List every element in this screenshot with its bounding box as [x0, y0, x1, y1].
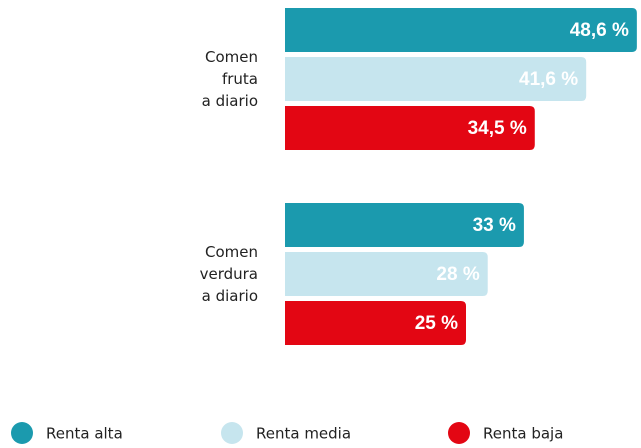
bar [285, 57, 587, 101]
value-label: 33 % [473, 215, 516, 236]
legend-label: Renta media [256, 425, 351, 443]
value-label: 48,6 % [570, 20, 629, 41]
value-label: 34,5 % [468, 118, 527, 139]
value-label: 28 % [436, 264, 479, 285]
legend-marker [448, 422, 470, 444]
bar [285, 8, 637, 52]
category-label: Comen verdura a diario [199, 243, 258, 305]
bar [285, 252, 488, 296]
value-label: 41,6 % [519, 69, 578, 90]
legend-label: Renta alta [46, 425, 123, 443]
value-label: 25 % [415, 313, 458, 334]
bar [285, 301, 466, 345]
legend-marker [11, 422, 33, 444]
legend-label: Renta baja [483, 425, 563, 443]
bar [285, 106, 535, 150]
category-label: Comen fruta a diario [201, 48, 258, 110]
legend-marker [221, 422, 243, 444]
bar [285, 203, 524, 247]
